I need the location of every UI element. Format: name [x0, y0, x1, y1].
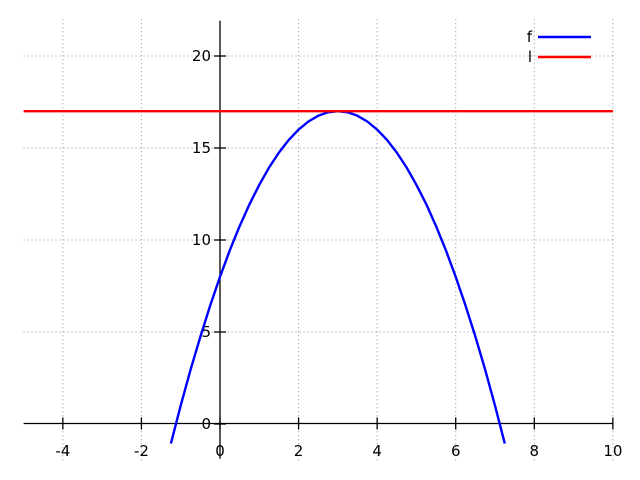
x-tick-label: 8	[530, 442, 540, 460]
x-tick-label: 10	[603, 442, 622, 460]
legend-label-f: f	[527, 28, 533, 46]
x-tick-label: 2	[294, 442, 304, 460]
y-tick-label: 5	[201, 323, 211, 341]
x-tick-label: -2	[134, 442, 149, 460]
y-tick-label: 20	[192, 47, 211, 65]
y-tick-label: 0	[201, 415, 211, 433]
y-tick-label: 15	[192, 139, 211, 157]
x-tick-label: -4	[55, 442, 70, 460]
legend-label-l: l	[528, 48, 532, 66]
x-tick-label: 4	[372, 442, 382, 460]
x-tick-label: 0	[215, 442, 225, 460]
y-tick-label: 10	[192, 231, 211, 249]
series-f-line	[169, 109, 506, 444]
x-tick-label: 6	[451, 442, 461, 460]
